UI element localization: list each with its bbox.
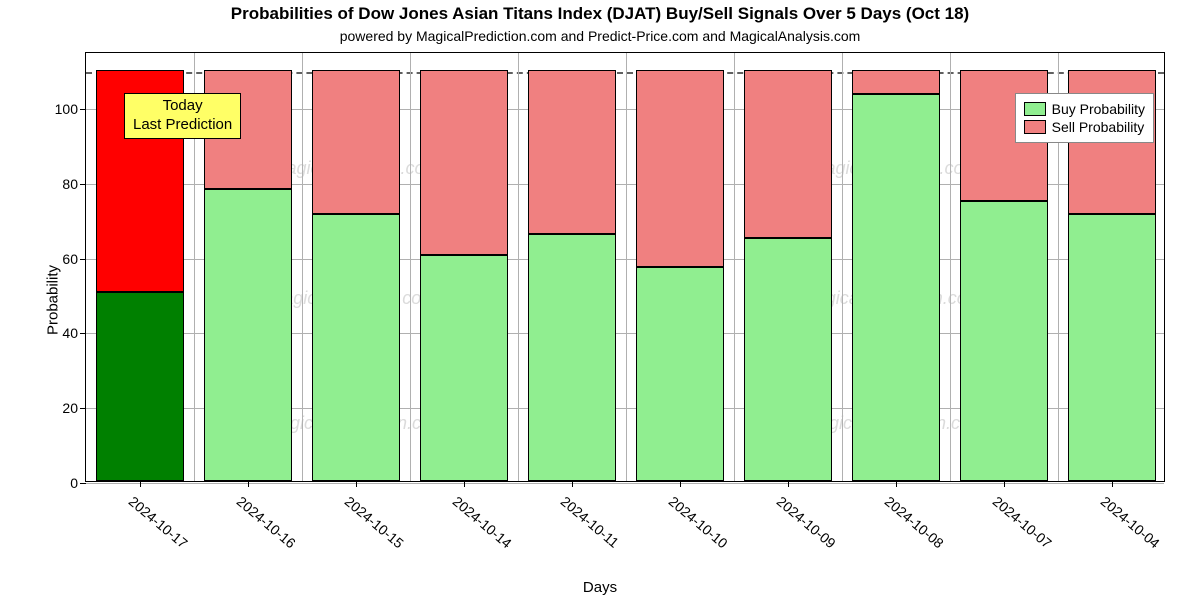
xtick-label: 2024-10-07 [990,493,1055,551]
gridline-v [410,53,411,481]
bar-slot [636,51,725,481]
chart-container: Probabilities of Dow Jones Asian Titans … [0,0,1200,600]
xtick-mark [680,481,681,487]
ytick-label: 80 [62,176,78,192]
callout-line: Today [133,97,232,116]
xtick-mark [1112,481,1113,487]
ytick-label: 100 [55,101,78,117]
bar-buy [852,94,941,481]
xtick-mark [356,481,357,487]
gridline-v [842,53,843,481]
bar-slot [420,51,509,481]
xtick-label: 2024-10-10 [666,493,731,551]
bar-buy [744,238,833,481]
xtick-label: 2024-10-08 [882,493,947,551]
gridline-v [950,53,951,481]
x-axis-label: Days [0,579,1200,596]
xtick-label: 2024-10-09 [774,493,839,551]
bar-buy [204,189,293,481]
legend-label: Sell Probability [1052,119,1145,135]
bar-buy [420,255,509,481]
bar-slot [312,51,401,481]
xtick-mark [140,481,141,487]
ytick-mark [80,483,86,484]
legend-item: Sell Probability [1024,119,1145,135]
callout-line: Last Prediction [133,116,232,135]
bar-slot [852,51,941,481]
bar-buy [636,267,725,481]
bar-sell [312,70,401,214]
ytick-mark [80,259,86,260]
ytick-label: 20 [62,400,78,416]
ytick-mark [80,408,86,409]
bar-buy [312,214,401,481]
xtick-mark [896,481,897,487]
bar-slot [744,51,833,481]
chart-title: Probabilities of Dow Jones Asian Titans … [0,4,1200,24]
y-axis-label: Probability [45,265,62,335]
bar-slot [528,51,617,481]
gridline-v [626,53,627,481]
legend-swatch [1024,102,1046,116]
legend-swatch [1024,120,1046,134]
bar-sell [744,70,833,239]
xtick-label: 2024-10-04 [1098,493,1163,551]
xtick-mark [572,481,573,487]
today-callout: TodayLast Prediction [124,93,241,139]
bar-sell [852,70,941,95]
bar-sell [636,70,725,267]
ytick-mark [80,184,86,185]
legend-label: Buy Probability [1052,101,1145,117]
ytick-mark [80,109,86,110]
xtick-label: 2024-10-16 [234,493,299,551]
ytick-label: 0 [70,475,78,491]
chart-subtitle: powered by MagicalPrediction.com and Pre… [0,28,1200,44]
bar-sell [420,70,509,255]
xtick-label: 2024-10-17 [126,493,191,551]
bar-buy [1068,214,1157,481]
plot-area: MagicalAnalysis.comMagicalAnalysis.comMa… [85,52,1165,482]
ytick-label: 60 [62,251,78,267]
xtick-label: 2024-10-14 [450,493,515,551]
xtick-mark [1004,481,1005,487]
bar-sell [528,70,617,235]
xtick-label: 2024-10-11 [558,493,622,551]
bar-buy [528,234,617,481]
xtick-label: 2024-10-15 [342,493,407,551]
xtick-mark [248,481,249,487]
bar-buy [96,292,185,481]
gridline-v [302,53,303,481]
gridline-v [734,53,735,481]
legend-item: Buy Probability [1024,101,1145,117]
ytick-label: 40 [62,325,78,341]
xtick-mark [464,481,465,487]
bar-buy [960,201,1049,481]
xtick-mark [788,481,789,487]
legend: Buy Probability Sell Probability [1015,93,1154,143]
gridline-v [518,53,519,481]
ytick-mark [80,333,86,334]
